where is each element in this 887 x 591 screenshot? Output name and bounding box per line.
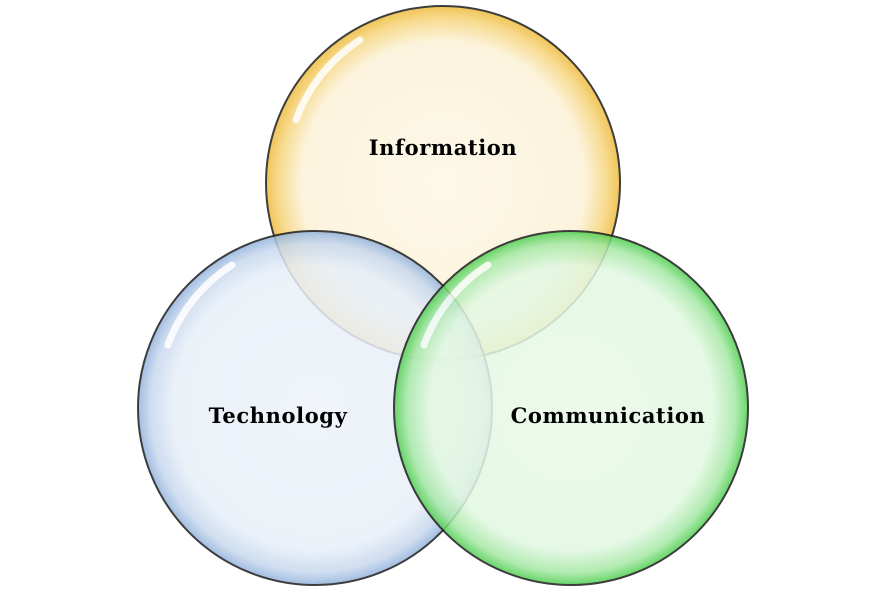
circles-layer [137,5,749,586]
information-highlight [292,36,364,124]
communication-highlight [420,261,492,349]
communication-label: Communication [511,403,706,428]
technology-highlight [164,261,236,349]
technology-label: Technology [209,403,348,428]
communication-circle-group [393,230,749,586]
information-label: Information [369,135,518,160]
communication-circle [393,230,749,586]
labels-layer: Information Technology Communication [209,135,706,428]
